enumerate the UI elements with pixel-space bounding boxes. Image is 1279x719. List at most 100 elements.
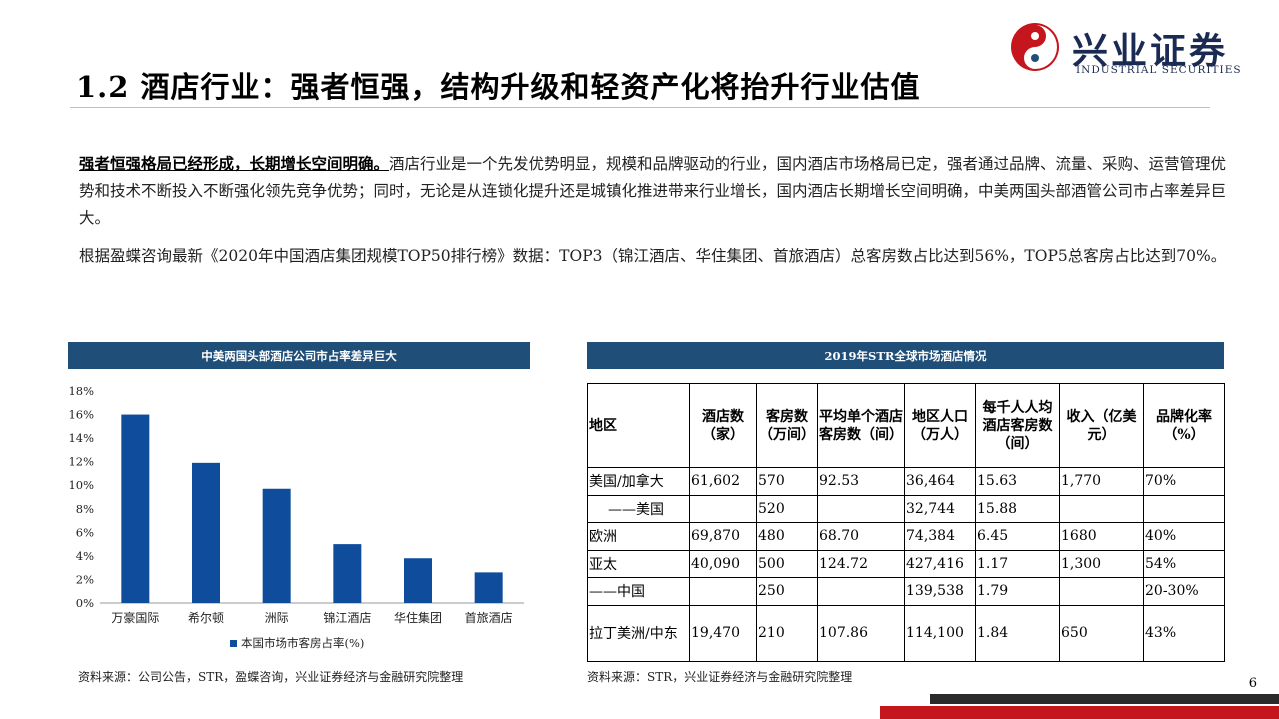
y-tick-label: 0% — [76, 596, 94, 610]
table-cell: 欧洲 — [587, 522, 690, 551]
y-tick-label: 6% — [76, 525, 94, 539]
x-tick-label: 锦江酒店 — [323, 611, 371, 625]
table-cell: 1.79 — [975, 577, 1060, 606]
table-cell: 92.53 — [817, 467, 905, 496]
bar-chart: 0% 2% 4% 6% 8% 10% 12% 14% 16% 18% 万豪国际 希尔顿 洲际 锦江酒店 华住… — [68, 384, 524, 650]
company-logo: 兴业证券 INDUSTRIAL SECURITIES — [1010, 20, 1260, 76]
x-tick-label: 华住集团 — [394, 610, 442, 625]
table-cell: 美国/加拿大 — [587, 467, 690, 496]
table-cell — [817, 577, 905, 606]
y-tick-label: 4% — [76, 549, 94, 563]
legend-swatch — [230, 640, 237, 647]
table-row: ——中国 250 139,538 1.79 20-30% — [587, 577, 1225, 606]
intro-paragraph: 强者恒强格局已经形成，长期增长空间明确。酒店行业是一个先发优势明显，规模和品牌驱… — [79, 150, 1229, 232]
table-header-row: 地区 酒店数（家） 客房数（万间） 平均单个酒店客房数（间） 地区人口（万人） … — [587, 383, 1225, 468]
table-cell: 54% — [1143, 549, 1225, 578]
table-cell: 拉丁美洲/中东 — [587, 604, 690, 662]
x-tick-label: 首旅酒店 — [465, 611, 513, 625]
bar — [404, 558, 432, 603]
table-cell: 570 — [756, 467, 818, 496]
table-row: 欧洲 69,870 480 68.70 74,384 6.45 1680 40% — [587, 522, 1225, 551]
table-header-cell: 收入（亿美元） — [1059, 383, 1144, 468]
table-header-cell: 地区 — [587, 383, 690, 468]
table-cell — [1143, 494, 1225, 523]
table-cell: 61,602 — [689, 467, 757, 496]
table-cell: 40% — [1143, 522, 1225, 551]
y-tick-label: 2% — [76, 572, 94, 586]
table-header-cell: 品牌化率（%） — [1143, 383, 1225, 468]
logo-chinese-text: 兴业证券 — [1072, 30, 1229, 72]
footer-red-bar — [880, 706, 1279, 719]
table-header-cell: 平均单个酒店客房数（间） — [817, 383, 905, 468]
page-number: 6 — [1248, 676, 1257, 691]
y-tick-label: 18% — [68, 384, 94, 398]
table-cell: 20-30% — [1143, 577, 1225, 606]
x-tick-label: 希尔顿 — [188, 610, 224, 625]
table-cell: 480 — [756, 522, 818, 551]
table-cell: 70% — [1143, 467, 1225, 496]
table-cell: 15.88 — [975, 494, 1060, 523]
footer-dark-bar — [930, 694, 1279, 704]
table-cell — [689, 577, 757, 606]
table-cell: 427,416 — [904, 549, 976, 578]
table-cell: ——中国 — [587, 577, 690, 606]
legend-label: 本国市场市客房占率(%) — [241, 636, 364, 650]
table-cell: 亚太 — [587, 549, 690, 578]
table-cell: 43% — [1143, 604, 1225, 662]
table-cell: 74,384 — [904, 522, 976, 551]
y-tick-label: 16% — [68, 408, 94, 422]
table-cell: 520 — [756, 494, 818, 523]
bar — [333, 544, 362, 603]
table-cell: 124.72 — [817, 549, 905, 578]
table-header-cell: 地区人口（万人） — [904, 383, 976, 468]
chart-header: 中美两国头部酒店公司市占率差异巨大 — [68, 342, 530, 369]
table-cell: 15.63 — [975, 467, 1060, 496]
table-cell — [1059, 494, 1144, 523]
table-cell: 1,300 — [1059, 549, 1144, 578]
table-cell: 250 — [756, 577, 818, 606]
bar — [474, 572, 503, 603]
page-title: 1.2 酒店行业：强者恒强，结构升级和轻资产化将抬升行业估值 — [76, 70, 921, 104]
table-cell: 69,870 — [689, 522, 757, 551]
bar — [192, 462, 220, 603]
table-row: 亚太 40,090 500 124.72 427,416 1.17 1,300 … — [587, 549, 1225, 578]
table-cell — [1059, 577, 1144, 606]
table-cell: 210 — [756, 604, 818, 662]
table-cell: 32,744 — [904, 494, 976, 523]
table-row: ——美国 520 32,744 15.88 — [587, 494, 1225, 523]
bar — [262, 488, 291, 603]
table-cell: 1.17 — [975, 549, 1060, 578]
table-header-cell: 每千人人均酒店客房数（间） — [975, 383, 1060, 468]
table-cell: 500 — [756, 549, 818, 578]
bar — [121, 414, 150, 603]
table-cell: 1.84 — [975, 604, 1060, 662]
table-cell: 1,770 — [1059, 467, 1144, 496]
chart-source: 资料来源：公司公告，STR，盈蝶咨询，兴业证券经济与金融研究院整理 — [78, 670, 464, 684]
logo-mark-icon — [1011, 23, 1059, 71]
table-cell: 40,090 — [689, 549, 757, 578]
table-cell: 36,464 — [904, 467, 976, 496]
x-tick-label: 洲际 — [265, 611, 289, 625]
table-cell: 6.45 — [975, 522, 1060, 551]
y-tick-label: 12% — [68, 455, 94, 469]
table-cell: 139,538 — [904, 577, 976, 606]
table-row: 拉丁美洲/中东 19,470 210 107.86 114,100 1.84 6… — [587, 604, 1225, 662]
table-cell: 107.86 — [817, 604, 905, 662]
intro-lead: 强者恒强格局已经形成，长期增长空间明确。 — [79, 154, 390, 173]
hotel-market-table: 地区 酒店数（家） 客房数（万间） 平均单个酒店客房数（间） 地区人口（万人） … — [587, 383, 1225, 662]
table-header-cell: 酒店数（家） — [689, 383, 757, 468]
y-tick-label: 10% — [68, 478, 94, 492]
table-cell: 68.70 — [817, 522, 905, 551]
x-tick-label: 万豪国际 — [111, 610, 159, 625]
table-cell: 650 — [1059, 604, 1144, 662]
intro-body: 酒店行业是一个先发优势明显，规模和品牌驱动的行业，国内酒店市场格局已定，强者通过… — [79, 155, 1227, 227]
table-row: 美国/加拿大 61,602 570 92.53 36,464 15.63 1,7… — [587, 467, 1225, 496]
table-cell: 114,100 — [904, 604, 976, 662]
table-cell: 1680 — [1059, 522, 1144, 551]
logo-english-text: INDUSTRIAL SECURITIES — [1076, 64, 1242, 76]
y-tick-label: 8% — [76, 502, 94, 516]
title-divider — [70, 107, 1210, 108]
data-paragraph: 根据盈蝶咨询最新《2020年中国酒店集团规模TOP50排行榜》数据：TOP3（锦… — [79, 247, 1227, 265]
table-cell: 19,470 — [689, 604, 757, 662]
table-cell — [817, 494, 905, 523]
